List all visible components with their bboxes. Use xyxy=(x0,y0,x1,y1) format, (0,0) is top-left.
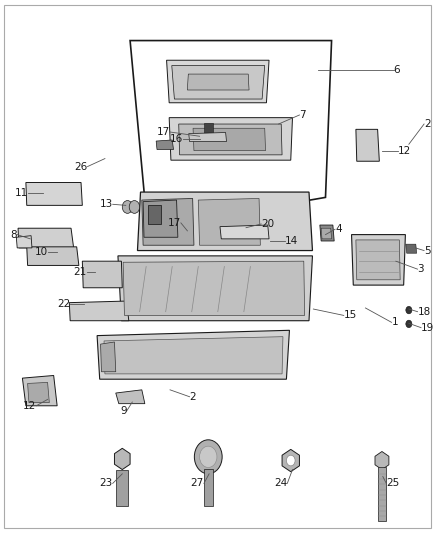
Polygon shape xyxy=(156,140,173,150)
Text: 3: 3 xyxy=(417,264,424,274)
Text: 13: 13 xyxy=(99,199,113,209)
FancyBboxPatch shape xyxy=(204,123,213,133)
Polygon shape xyxy=(116,390,145,403)
Polygon shape xyxy=(143,200,178,237)
Text: 27: 27 xyxy=(191,479,204,488)
Polygon shape xyxy=(356,130,379,161)
Polygon shape xyxy=(138,192,312,251)
Polygon shape xyxy=(166,60,269,103)
Circle shape xyxy=(406,306,412,314)
Text: 17: 17 xyxy=(168,218,181,228)
Text: 17: 17 xyxy=(157,127,170,137)
Text: 21: 21 xyxy=(74,267,87,277)
Text: 11: 11 xyxy=(14,188,28,198)
Polygon shape xyxy=(104,337,283,374)
Text: 12: 12 xyxy=(398,146,411,156)
Text: 14: 14 xyxy=(285,236,298,246)
FancyBboxPatch shape xyxy=(378,467,386,521)
Polygon shape xyxy=(282,449,300,472)
Polygon shape xyxy=(101,342,116,372)
FancyBboxPatch shape xyxy=(148,205,161,224)
Polygon shape xyxy=(82,261,122,288)
Text: 5: 5 xyxy=(424,246,431,255)
Polygon shape xyxy=(321,228,332,239)
Text: 22: 22 xyxy=(57,298,70,309)
Text: 19: 19 xyxy=(421,322,434,333)
Polygon shape xyxy=(220,225,269,239)
Text: 9: 9 xyxy=(120,406,127,416)
Polygon shape xyxy=(356,240,400,280)
Polygon shape xyxy=(18,228,74,248)
Text: 26: 26 xyxy=(74,161,88,172)
Polygon shape xyxy=(16,236,32,248)
Polygon shape xyxy=(169,118,293,160)
Polygon shape xyxy=(375,451,389,470)
Polygon shape xyxy=(22,375,57,406)
Polygon shape xyxy=(198,198,260,245)
Text: 25: 25 xyxy=(386,479,399,488)
Polygon shape xyxy=(179,124,282,155)
Polygon shape xyxy=(123,261,305,316)
Text: 7: 7 xyxy=(300,110,306,120)
Text: 20: 20 xyxy=(261,219,274,229)
Polygon shape xyxy=(187,74,249,90)
Text: 10: 10 xyxy=(35,247,48,257)
Polygon shape xyxy=(69,301,129,321)
Circle shape xyxy=(122,200,133,213)
Polygon shape xyxy=(193,128,265,151)
Polygon shape xyxy=(26,182,82,205)
Polygon shape xyxy=(172,66,265,99)
Polygon shape xyxy=(97,330,290,379)
FancyBboxPatch shape xyxy=(204,469,212,506)
Text: 2: 2 xyxy=(190,392,196,402)
Text: 15: 15 xyxy=(344,310,357,320)
Polygon shape xyxy=(114,448,130,470)
Polygon shape xyxy=(189,133,226,142)
Circle shape xyxy=(194,440,222,474)
Circle shape xyxy=(286,455,295,466)
Circle shape xyxy=(406,320,412,328)
Polygon shape xyxy=(27,247,79,265)
Circle shape xyxy=(200,446,217,467)
Text: 1: 1 xyxy=(392,317,398,327)
Text: 4: 4 xyxy=(335,224,342,235)
Text: 6: 6 xyxy=(394,65,400,75)
Polygon shape xyxy=(406,244,417,253)
Polygon shape xyxy=(118,256,312,321)
Text: 16: 16 xyxy=(170,134,183,144)
Circle shape xyxy=(129,200,140,213)
Polygon shape xyxy=(142,198,194,245)
Text: 2: 2 xyxy=(424,119,431,129)
Polygon shape xyxy=(320,225,334,241)
Text: 23: 23 xyxy=(99,479,113,488)
Text: 12: 12 xyxy=(23,401,36,411)
Text: 24: 24 xyxy=(274,479,287,488)
Polygon shape xyxy=(28,382,49,402)
Text: 8: 8 xyxy=(11,230,17,240)
FancyBboxPatch shape xyxy=(116,470,128,506)
Polygon shape xyxy=(352,235,406,285)
Text: 18: 18 xyxy=(417,306,431,317)
